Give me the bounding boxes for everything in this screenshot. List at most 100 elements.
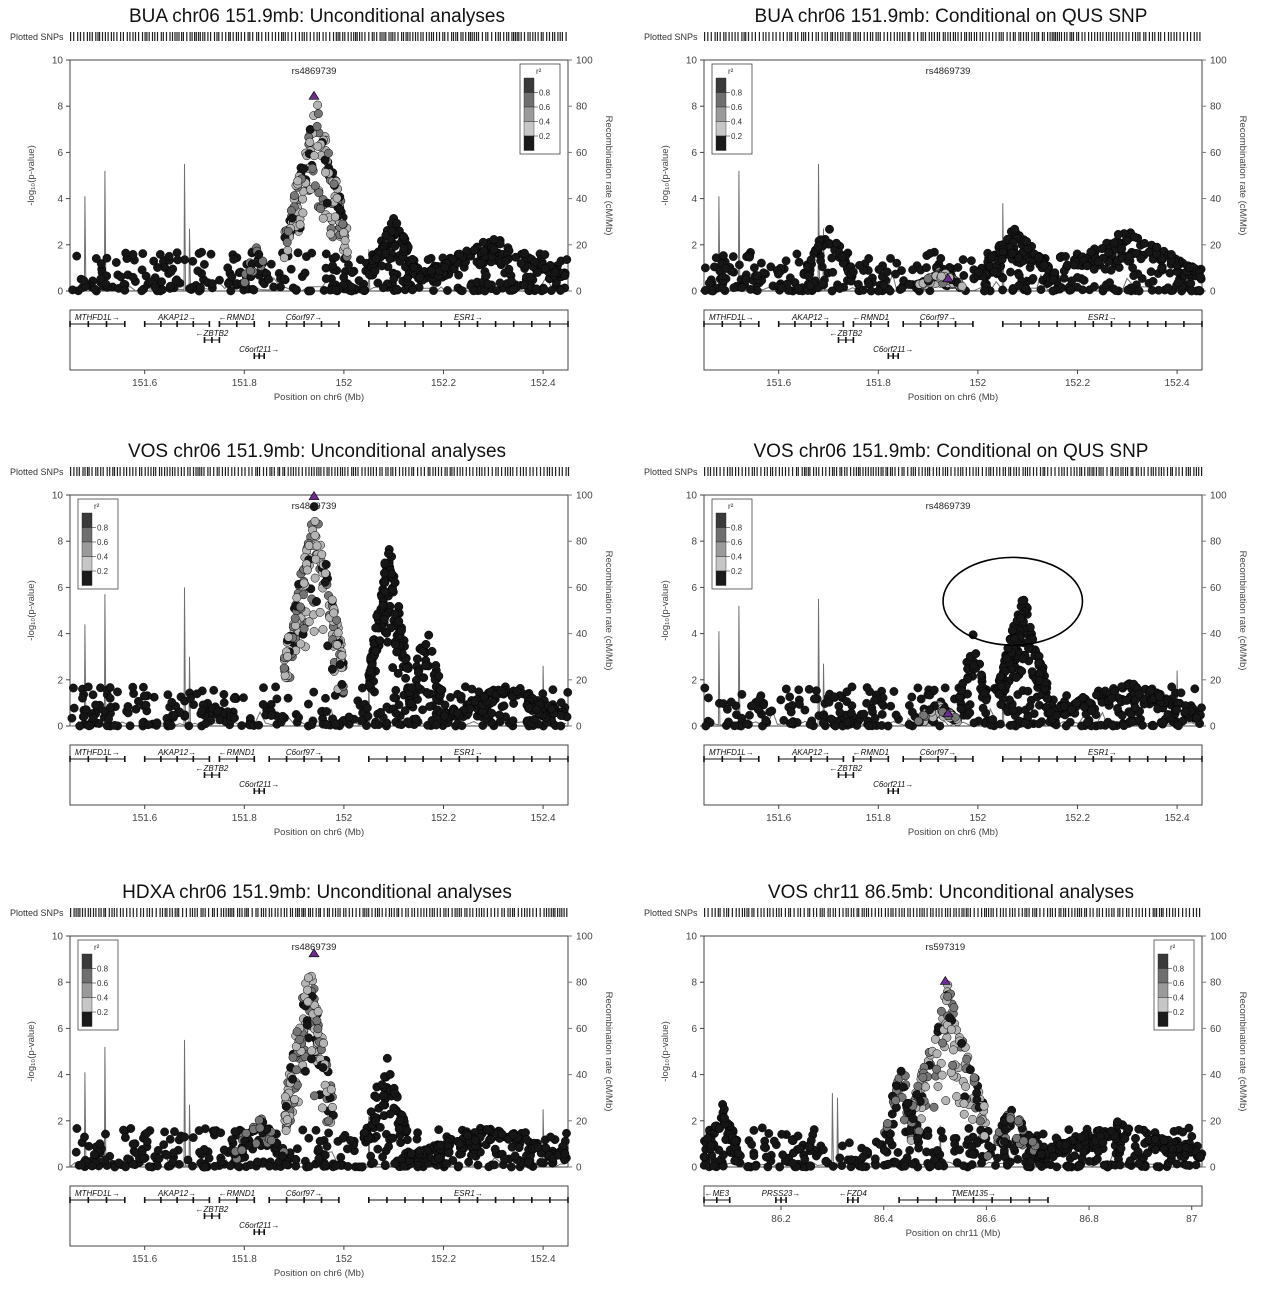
snp-tick — [1122, 467, 1123, 476]
y-tick-label: 6 — [691, 148, 697, 159]
gene-exon — [1183, 321, 1185, 327]
snp-point — [513, 687, 521, 695]
snp-tick — [529, 467, 530, 476]
gene-label: MTHFD1L→ — [75, 748, 120, 757]
legend-swatch — [716, 513, 726, 528]
snp-tick — [166, 908, 167, 917]
snp-point — [89, 714, 97, 722]
y2-tick-label: 0 — [1210, 722, 1216, 733]
snp-tick — [899, 908, 900, 917]
snp-point — [331, 286, 339, 294]
snp-tick — [763, 908, 764, 917]
snp-tick — [178, 467, 179, 476]
snp-point — [217, 1129, 225, 1137]
snp-point — [324, 149, 332, 157]
x-tick-label: 151.8 — [866, 813, 891, 824]
snp-tick — [132, 32, 133, 41]
snp-tick — [1112, 467, 1113, 476]
snp-point — [255, 250, 263, 258]
gene-label: MTHFD1L→ — [75, 313, 120, 322]
snp-point — [455, 250, 463, 258]
snp-point — [970, 719, 978, 727]
snp-point — [870, 696, 878, 704]
snp-point — [217, 1158, 225, 1166]
snp-point — [930, 686, 938, 694]
gene-label: C6orf97→ — [286, 748, 322, 757]
snp-tick — [352, 908, 353, 917]
snp-tick — [1182, 467, 1183, 476]
snp-point — [1090, 265, 1098, 273]
snp-point — [339, 1134, 347, 1142]
snp-point — [378, 1153, 386, 1161]
y2-tick-label: 100 — [1210, 56, 1227, 67]
snp-tick — [487, 908, 488, 917]
snp-tick — [202, 908, 203, 917]
snp-tick — [822, 32, 823, 41]
snp-point — [958, 282, 966, 290]
snp-point — [299, 1126, 307, 1134]
snp-point — [299, 209, 307, 217]
snp-tick — [233, 32, 234, 41]
snp-point — [510, 285, 518, 293]
snp-point — [336, 660, 344, 668]
snp-tick — [1194, 32, 1195, 41]
snp-point — [134, 697, 142, 705]
snp-point — [123, 1155, 131, 1163]
snp-point — [1018, 667, 1026, 675]
snp-tick — [512, 467, 513, 476]
snp-tick — [135, 467, 136, 476]
snp-point — [794, 284, 802, 292]
snp-point — [533, 705, 541, 713]
snp-tick — [1081, 467, 1082, 476]
snp-tick — [248, 908, 249, 917]
snp-tick — [789, 32, 790, 41]
snp-point — [356, 256, 364, 264]
legend-tick-label: 0.2 — [731, 132, 743, 141]
snp-tick — [717, 32, 718, 41]
snp-point — [801, 706, 809, 714]
snp-tick — [1025, 467, 1026, 476]
snp-point — [441, 701, 449, 709]
snp-point — [1192, 714, 1200, 722]
legend-swatch — [716, 93, 726, 108]
locuszoom-plot: VOS chr06 151.9mb: Unconditional analyse… — [0, 435, 634, 864]
snp-tick — [978, 467, 979, 476]
snp-tick — [476, 908, 477, 917]
snp-point — [864, 280, 872, 288]
snp-point — [102, 280, 110, 288]
snp-tick — [257, 467, 258, 476]
snp-point — [520, 281, 528, 289]
snp-tick — [238, 467, 239, 476]
snp-tick — [342, 467, 343, 476]
snp-point — [804, 263, 812, 271]
snp-point — [381, 1161, 389, 1169]
snp-tick — [1188, 467, 1189, 476]
snp-tick — [521, 32, 522, 41]
snp-tick — [474, 32, 475, 41]
snp-tick — [77, 32, 78, 41]
snp-point — [300, 164, 308, 172]
snp-tick — [440, 908, 441, 917]
gene-exon — [567, 321, 569, 327]
plotted-snps-strip — [704, 467, 1202, 476]
snp-point — [220, 690, 228, 698]
snp-tick — [937, 32, 938, 41]
snp-tick — [1084, 32, 1085, 41]
snp-tick — [95, 467, 96, 476]
snp-tick — [448, 908, 449, 917]
snp-point — [557, 722, 565, 730]
snp-point — [373, 612, 381, 620]
snp-point — [795, 686, 803, 694]
snp-point — [482, 271, 490, 279]
y-tick-label: 0 — [57, 1163, 63, 1174]
snp-tick — [207, 467, 208, 476]
x-tick-label: 151.6 — [766, 378, 791, 389]
snp-tick — [407, 32, 408, 41]
snp-point — [391, 1089, 399, 1097]
snp-point — [267, 260, 275, 268]
snp-tick — [1007, 32, 1008, 41]
legend-tick-label: 0.4 — [539, 118, 551, 127]
snp-tick — [533, 467, 534, 476]
x-tick-label: 152 — [970, 378, 987, 389]
snp-tick — [1117, 467, 1118, 476]
